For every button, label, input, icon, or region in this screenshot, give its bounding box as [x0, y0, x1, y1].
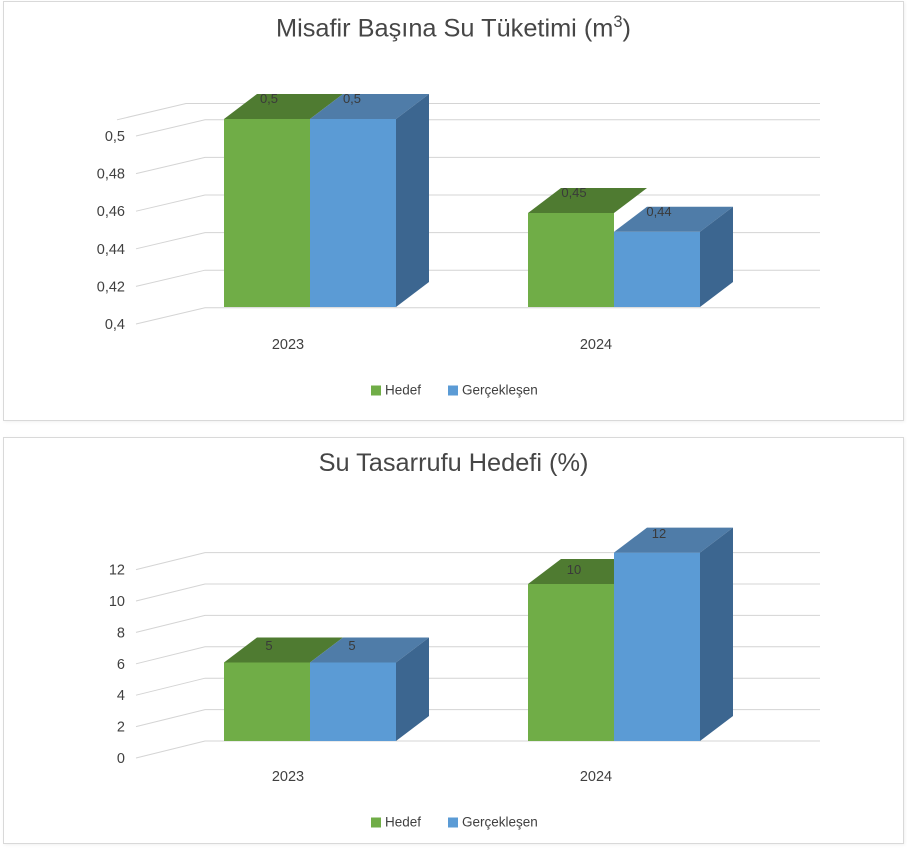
- svg-text:0,44: 0,44: [646, 204, 671, 219]
- svg-text:12: 12: [652, 526, 666, 541]
- svg-text:0: 0: [117, 751, 125, 767]
- svg-text:Gerçekleşen: Gerçekleşen: [462, 815, 538, 830]
- svg-text:5: 5: [265, 638, 272, 653]
- svg-text:6: 6: [117, 657, 125, 673]
- svg-text:8: 8: [117, 625, 125, 641]
- svg-text:2: 2: [117, 720, 125, 736]
- svg-text:10: 10: [567, 562, 581, 577]
- svg-text:4: 4: [117, 688, 125, 704]
- svg-text:2024: 2024: [580, 769, 612, 785]
- svg-text:0,5: 0,5: [105, 129, 125, 145]
- svg-text:0,45: 0,45: [561, 185, 586, 200]
- svg-text:2024: 2024: [580, 337, 612, 353]
- svg-text:10: 10: [109, 594, 125, 610]
- svg-text:0,46: 0,46: [97, 204, 125, 220]
- svg-text:2023: 2023: [272, 337, 304, 353]
- svg-text:12: 12: [109, 563, 125, 579]
- svg-text:5: 5: [348, 638, 355, 653]
- svg-text:2023: 2023: [272, 769, 304, 785]
- svg-text:0,48: 0,48: [97, 167, 125, 183]
- svg-text:0,44: 0,44: [97, 242, 125, 258]
- svg-text:Hedef: Hedef: [385, 383, 421, 398]
- svg-text:Hedef: Hedef: [385, 815, 421, 830]
- svg-text:0,4: 0,4: [105, 317, 125, 333]
- svg-text:0,42: 0,42: [97, 279, 125, 295]
- svg-text:0,5: 0,5: [260, 91, 278, 106]
- svg-text:0,5: 0,5: [343, 91, 361, 106]
- svg-text:Gerçekleşen: Gerçekleşen: [462, 383, 538, 398]
